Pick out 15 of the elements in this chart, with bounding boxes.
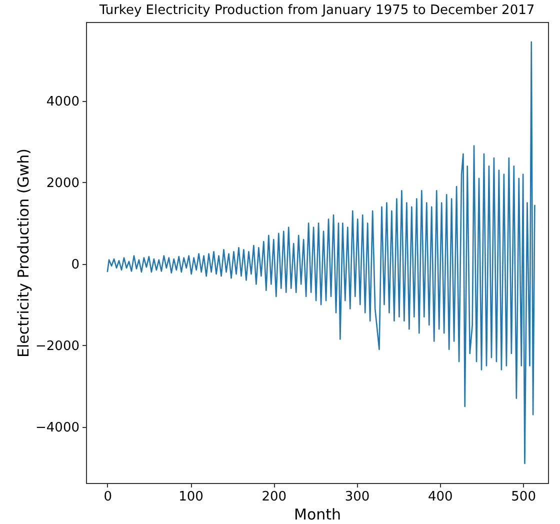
y-tick-label: −2000 <box>36 338 80 354</box>
chart-title: Turkey Electricity Production from January 1975 to December 2017 <box>98 3 535 18</box>
x-tick-label: 300 <box>344 490 370 504</box>
x-tick-label: 400 <box>428 490 453 504</box>
x-axis-title: Month <box>294 506 342 524</box>
x-tick-label: 200 <box>262 490 287 504</box>
x-tick-label: 100 <box>178 490 204 504</box>
y-tick-label: 0 <box>71 257 80 272</box>
y-axis-title: Electricity Production (Gwh) <box>14 148 33 358</box>
line-series <box>106 41 536 464</box>
y-tick-label: −4000 <box>36 420 80 436</box>
x-tick-label: 500 <box>511 490 536 504</box>
y-tick-label: 2000 <box>46 176 80 191</box>
y-tick-label: 4000 <box>46 94 80 110</box>
x-tick-label: 0 <box>104 490 112 504</box>
